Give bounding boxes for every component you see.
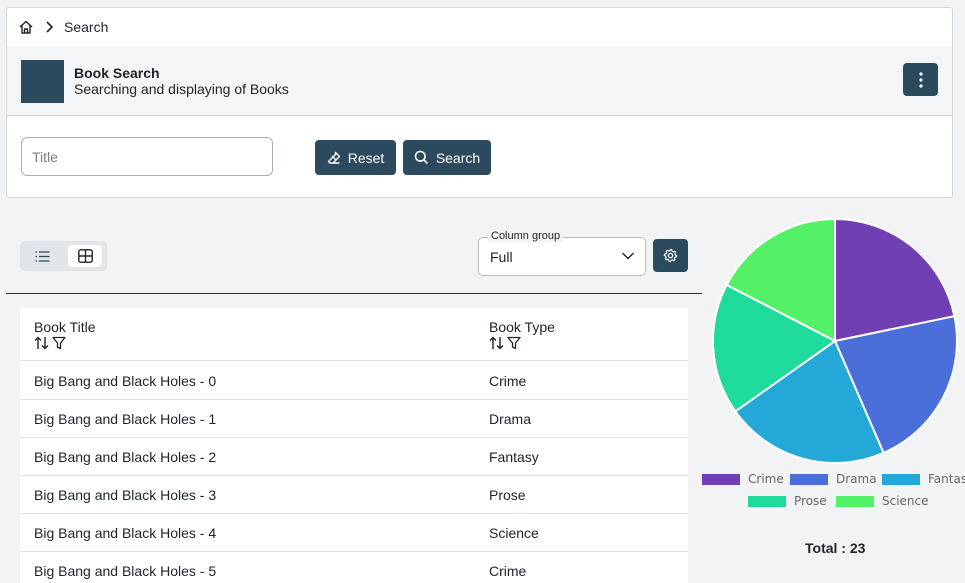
- home-icon[interactable]: [18, 19, 34, 35]
- chevron-down-icon: [621, 251, 635, 261]
- list-view-icon: [35, 250, 49, 262]
- pie-slice-crime[interactable]: [834, 217, 956, 343]
- table-row[interactable]: Big Bang and Black Holes - 2 Fantasy: [20, 438, 688, 476]
- search-label: Search: [435, 149, 481, 166]
- search-button[interactable]: Search: [403, 140, 491, 175]
- legend-label: Science: [882, 494, 929, 508]
- column-group-value: Full: [490, 249, 513, 265]
- eraser-icon: [327, 151, 340, 164]
- table-row[interactable]: Big Bang and Black Holes - 3 Prose: [20, 476, 688, 514]
- pie-chart: [712, 217, 958, 464]
- page-title: Book Search: [74, 65, 160, 81]
- book-type-cell: Prose: [489, 487, 526, 503]
- grid-view-icon: [77, 249, 93, 263]
- table-row[interactable]: Big Bang and Black Holes - 0 Crime: [20, 362, 688, 400]
- legend-swatch: [836, 495, 874, 507]
- book-type-cell: Crime: [489, 373, 527, 389]
- reset-button[interactable]: Reset: [315, 140, 396, 175]
- page-subtitle: Searching and displaying of Books: [74, 81, 289, 97]
- legend-label: Fantasy: [928, 472, 965, 486]
- sort-icon[interactable]: [489, 336, 504, 350]
- chevron-right-icon: [44, 20, 56, 34]
- legend-item-prose[interactable]: Prose: [748, 494, 827, 508]
- legend-label: Crime: [748, 472, 784, 486]
- table-row[interactable]: Big Bang and Black Holes - 1 Drama: [20, 400, 688, 438]
- legend-item-fantasy[interactable]: Fantasy: [882, 472, 965, 486]
- pie-slice-drama[interactable]: [833, 314, 958, 455]
- search-icon: [414, 150, 428, 165]
- breadcrumb: Search: [7, 8, 952, 46]
- view-mode-toggle: [20, 241, 107, 271]
- breadcrumb-current: Search: [64, 19, 109, 35]
- legend-label: Drama: [836, 472, 877, 486]
- table-row[interactable]: Big Bang and Black Holes - 5 Crime: [20, 552, 688, 583]
- filter-icon[interactable]: [507, 336, 521, 350]
- legend-item-science[interactable]: Science: [836, 494, 929, 508]
- gear-icon: [663, 248, 678, 263]
- list-view-button[interactable]: [26, 245, 58, 267]
- legend-item-crime[interactable]: Crime: [702, 472, 784, 486]
- table-row[interactable]: Big Bang and Black Holes - 4 Science: [20, 514, 688, 552]
- title-input[interactable]: [21, 137, 273, 176]
- kebab-menu-icon: [918, 71, 923, 88]
- book-title-cell: Big Bang and Black Holes - 4: [34, 525, 217, 541]
- column-header-type: Book Type: [489, 319, 555, 350]
- book-type-cell: Science: [489, 525, 539, 541]
- pie-slice-prose[interactable]: [712, 283, 837, 413]
- book-title-cell: Big Bang and Black Holes - 2: [34, 449, 217, 465]
- grid-view-button[interactable]: [68, 245, 102, 267]
- chart-total: Total : 23: [805, 540, 866, 556]
- column-type-label: Book Type: [489, 319, 555, 335]
- toolbar-divider: [6, 293, 702, 294]
- legend-swatch: [702, 473, 740, 485]
- book-title-cell: Big Bang and Black Holes - 1: [34, 411, 217, 427]
- legend-swatch: [748, 495, 786, 507]
- book-type-cell: Drama: [489, 411, 532, 427]
- reset-label: Reset: [347, 149, 385, 166]
- table-settings-button[interactable]: [653, 239, 688, 272]
- book-type-chart: Crime Drama Fantasy Prose Science Total : 23: [700, 210, 965, 583]
- legend-swatch: [790, 473, 828, 485]
- app-logo: [21, 60, 64, 103]
- sort-icon[interactable]: [34, 336, 49, 350]
- pie-slice-fantasy[interactable]: [733, 339, 885, 464]
- column-header-title: Book Title: [34, 319, 95, 350]
- book-title-cell: Big Bang and Black Holes - 3: [34, 487, 217, 503]
- more-menu-button[interactable]: [903, 63, 938, 96]
- book-title-cell: Big Bang and Black Holes - 5: [34, 563, 217, 579]
- column-group-label: Column group: [488, 230, 564, 242]
- book-type-cell: Crime: [489, 563, 527, 579]
- table-header: Book Title Book Type: [20, 308, 688, 361]
- pie-slice-science[interactable]: [725, 217, 836, 343]
- books-table: Book Title Book Type Big Bang and Black …: [20, 308, 688, 583]
- filter-icon[interactable]: [52, 336, 66, 350]
- page-header: Book Search Searching and displaying of …: [7, 46, 952, 116]
- legend-swatch: [882, 473, 920, 485]
- column-group-select[interactable]: Column group Full: [478, 230, 646, 276]
- book-type-cell: Fantasy: [489, 449, 539, 465]
- column-title-label: Book Title: [34, 319, 96, 335]
- book-title-cell: Big Bang and Black Holes - 0: [34, 373, 217, 389]
- legend-label: Prose: [794, 494, 827, 508]
- legend-item-drama[interactable]: Drama: [790, 472, 877, 486]
- search-card: Search Book Search Searching and display…: [6, 7, 953, 198]
